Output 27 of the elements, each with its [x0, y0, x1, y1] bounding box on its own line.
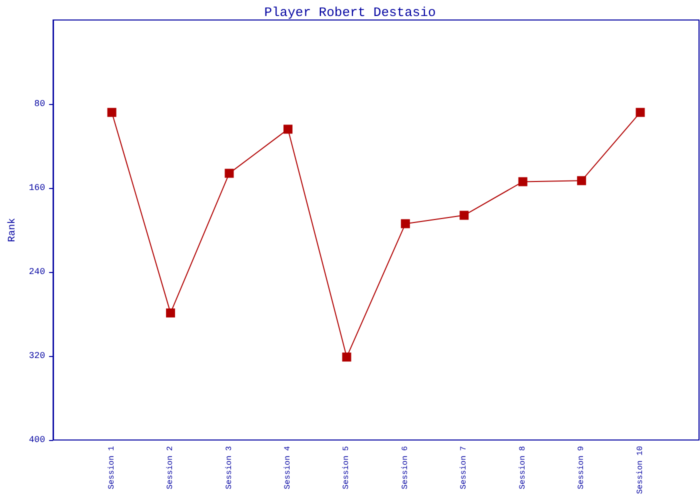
x-tick-label: Session 10: [636, 446, 645, 494]
point: [460, 210, 469, 220]
y-tick-label: 80: [34, 99, 46, 109]
point: [342, 352, 352, 362]
point: [224, 168, 234, 178]
x-tick-label: Session 1: [107, 446, 116, 490]
y-tick-label: 240: [28, 267, 46, 277]
y-tick-label: 320: [28, 351, 46, 361]
x-tick-label: Session 3: [224, 446, 234, 490]
x-tick-label: Session 6: [400, 446, 410, 490]
point: [636, 108, 645, 117]
point: [166, 308, 176, 318]
y-axis-title: Rank: [6, 218, 18, 242]
chart-title: Player Robert Destasio: [264, 5, 436, 20]
y-tick-label: 400: [28, 435, 46, 445]
point: [283, 124, 292, 134]
x-tick-label: Session 5: [342, 446, 352, 490]
x-tick-label: Session 8: [518, 446, 528, 490]
x-tick-label: Session 2: [166, 446, 176, 490]
x-tick-label: Session 7: [460, 446, 469, 490]
x-tick-label: Session 9: [577, 446, 586, 490]
y-tick-label: 160: [28, 183, 46, 193]
point: [518, 177, 528, 186]
point: [577, 176, 586, 186]
point: [400, 219, 410, 228]
x-tick-label: Session 4: [283, 446, 292, 490]
point: [107, 108, 116, 117]
